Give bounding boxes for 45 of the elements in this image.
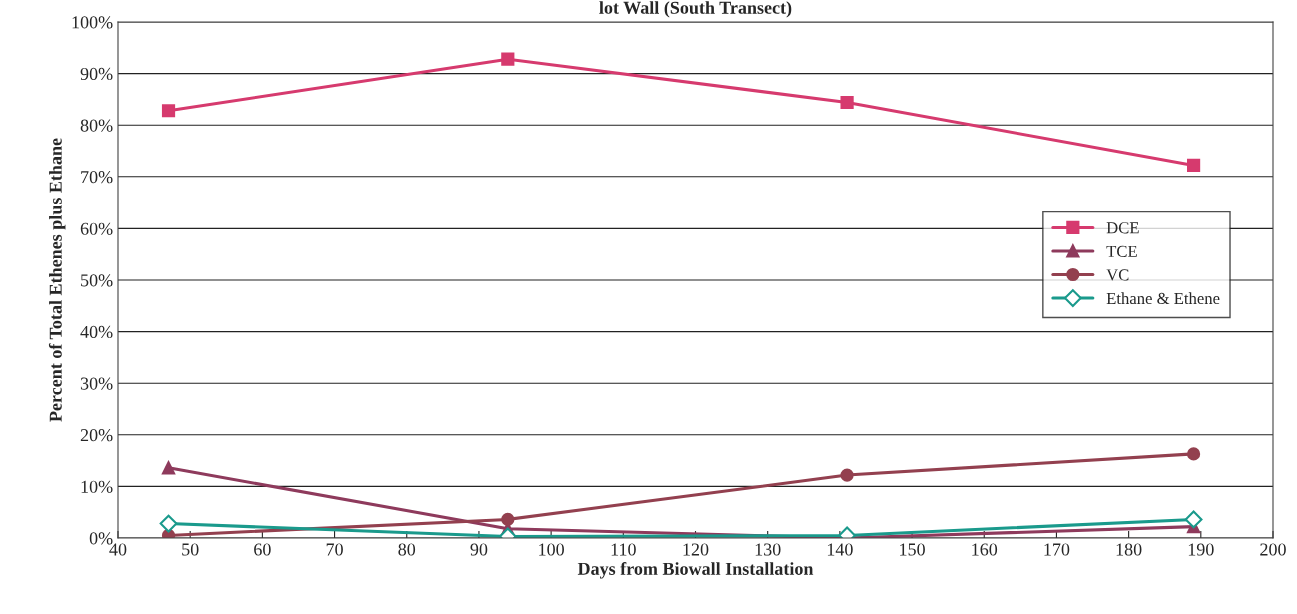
x-axis-title: Days from Biowall Installation [577,562,814,579]
x-tick-label: 140 [827,543,853,556]
x-tick-label: 130 [755,543,781,556]
point [161,104,176,118]
point [1184,510,1203,529]
legend-label: TCE [1106,245,1137,257]
point [840,468,854,482]
x-tick-label: 180 [1116,543,1142,556]
point [161,461,176,475]
x-tick-label: 40 [109,543,127,556]
y-tick-label: 20% [80,429,113,442]
x-tick-label: 50 [182,543,199,556]
chart-title: lot Wall (South Transect) [599,1,792,18]
x-tick-label: 190 [1188,543,1214,556]
point [159,514,178,533]
x-tick-label: 70 [326,543,343,556]
y-tick-label: 70% [81,171,113,184]
point [1187,447,1201,461]
y-tick-label: 10% [81,480,113,493]
point [840,95,854,110]
x-tick-label: 60 [254,543,271,556]
y-tick-label: 50% [81,274,113,287]
y-tick-label: 80% [80,119,113,132]
y-tick-label: 100% [72,16,113,29]
x-tick-label: 100 [539,543,564,556]
y-axis-title: Percent of Total Ethenes plus Ethane [48,138,66,422]
x-tick-label: 110 [611,543,636,556]
point [501,52,515,66]
x-tick-label: 200 [1260,543,1286,556]
legend-label: VC [1106,269,1129,281]
point [501,512,515,527]
x-tick-label: 90 [470,543,488,556]
x-tick-label: 160 [972,543,998,556]
x-tick-label: 150 [900,543,925,556]
x-tick-label: 170 [1044,543,1070,556]
y-tick-label: 0% [89,532,113,545]
legend-label: DCE [1106,222,1139,234]
x-tick-label: 80 [398,543,416,556]
point [1187,158,1201,173]
y-tick-label: 30% [80,377,113,390]
y-tick-label: 60% [80,222,113,235]
x-tick-label: 120 [683,543,709,556]
legend-label: Ethane & Ethene [1106,292,1220,305]
y-tick-label: 90% [80,67,113,81]
y-tick-label: 40% [80,325,113,339]
